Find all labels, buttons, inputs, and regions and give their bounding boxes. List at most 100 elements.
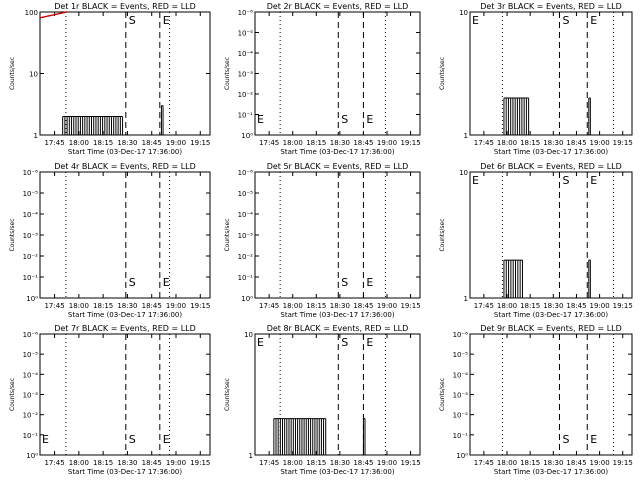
x-tick-label: 18:00 xyxy=(497,459,517,467)
x-axis-label: Start Time (03-Dec-17 17:36:00) xyxy=(68,468,182,476)
left-marker-label: E xyxy=(257,336,264,349)
marker-label-s: S xyxy=(341,336,348,349)
x-axis-label: Start Time (03-Dec-17 17:36:00) xyxy=(280,148,394,156)
marker-label-s: S xyxy=(562,174,569,187)
y-tick-label: 10⁻⁴ xyxy=(238,50,254,58)
y-tick-label: 10⁰ xyxy=(26,452,38,460)
y-tick-label: 10⁻⁴ xyxy=(23,211,39,219)
x-tick-label: 18:45 xyxy=(142,459,162,467)
plot-panel-9: Det 9r BLACK = Events, RED = LLD Counts/s… xyxy=(439,324,633,476)
x-tick-label: 19:15 xyxy=(400,139,420,147)
y-axis-label: Counts/sec xyxy=(9,378,16,411)
y-tick-label: 10⁻⁵ xyxy=(238,190,254,198)
y-tick-label: 100 xyxy=(25,9,38,17)
y-tick-label: 10⁻¹ xyxy=(238,274,254,282)
axes-frame xyxy=(39,171,211,299)
x-tick-label: 19:15 xyxy=(190,302,210,310)
axes-frame xyxy=(254,333,421,456)
x-tick-label: 18:45 xyxy=(353,139,373,147)
marker-label-e: E xyxy=(366,336,373,349)
marker-label-e: E xyxy=(590,174,597,187)
panel-title: Det 5r BLACK = Events, RED = LLD xyxy=(267,162,409,171)
x-tick-label: 17:45 xyxy=(259,302,279,310)
x-tick-label: 19:00 xyxy=(590,459,610,467)
x-tick-label: 18:45 xyxy=(142,302,162,310)
x-axis-label: Start Time (03-Dec-17 17:36:00) xyxy=(494,311,608,319)
x-tick-label: 19:15 xyxy=(190,139,210,147)
x-tick-label: 19:15 xyxy=(613,139,633,147)
y-tick-label: 10⁻² xyxy=(23,412,39,420)
x-tick-label: 19:00 xyxy=(377,459,397,467)
x-tick-label: 18:30 xyxy=(117,459,137,467)
x-axis-label: Start Time (03-Dec-17 17:36:00) xyxy=(68,311,182,319)
x-tick-label: 18:00 xyxy=(497,302,517,310)
x-tick-label: 18:15 xyxy=(520,302,540,310)
y-tick-label: 1 xyxy=(34,132,38,140)
series-events xyxy=(503,97,591,135)
marker-label-e: E xyxy=(163,433,170,446)
x-tick-label: 18:15 xyxy=(93,459,113,467)
y-tick-label: 10⁻⁴ xyxy=(23,371,39,379)
series-events xyxy=(503,259,591,298)
marker-label-e: E xyxy=(163,276,170,289)
x-tick-label: 18:00 xyxy=(497,139,517,147)
y-tick-label: 10⁻¹ xyxy=(238,112,254,120)
panel-title: Det 3r BLACK = Events, RED = LLD xyxy=(480,2,622,11)
x-tick-label: 18:00 xyxy=(283,459,303,467)
x-tick-label: 18:45 xyxy=(353,459,373,467)
y-tick-label: 10⁻⁶ xyxy=(238,169,254,177)
y-tick-label: 10⁰ xyxy=(456,452,468,460)
plot-panel-5: Det 5r BLACK = Events, RED = LLD Counts/s… xyxy=(224,162,421,319)
x-tick-label: 18:30 xyxy=(117,302,137,310)
y-tick-label: 10⁰ xyxy=(241,132,253,140)
y-axis-label: Counts/sec xyxy=(224,57,231,90)
x-tick-label: 19:15 xyxy=(613,459,633,467)
x-axis-label: Start Time (03-Dec-17 17:36:00) xyxy=(68,148,182,156)
panel-title: Det 9r BLACK = Events, RED = LLD xyxy=(480,324,622,333)
y-tick-label: 10⁻⁵ xyxy=(453,351,469,359)
x-tick-label: 18:15 xyxy=(93,302,113,310)
x-tick-label: 17:45 xyxy=(44,459,64,467)
marker-label-e: E xyxy=(163,14,170,27)
x-tick-label: 18:15 xyxy=(520,459,540,467)
panel-title: Det 1r BLACK = Events, RED = LLD xyxy=(54,2,196,11)
x-tick-label: 17:45 xyxy=(44,139,64,147)
x-tick-label: 18:30 xyxy=(330,459,350,467)
marker-label-s: S xyxy=(341,113,348,126)
x-tick-label: 17:45 xyxy=(474,139,494,147)
x-tick-label: 18:00 xyxy=(283,139,303,147)
left-marker-label: E xyxy=(472,174,479,187)
y-tick-label: 10⁻¹ xyxy=(23,432,39,440)
y-tick-label: 10⁻³ xyxy=(23,232,39,240)
panel-title: Det 4r BLACK = Events, RED = LLD xyxy=(54,162,196,171)
y-axis-label: Counts/sec xyxy=(439,378,446,411)
plot-panel-2: Det 2r BLACK = Events, RED = LLD Counts/s… xyxy=(224,2,421,156)
x-tick-label: 18:30 xyxy=(117,139,137,147)
marker-label-s: S xyxy=(129,276,136,289)
left-marker-label: E xyxy=(257,113,264,126)
y-tick-label: 10⁻⁵ xyxy=(23,190,39,198)
x-tick-label: 18:30 xyxy=(543,302,563,310)
y-tick-label: 1 xyxy=(464,132,468,140)
series-events xyxy=(273,418,366,455)
y-tick-label: 10⁻³ xyxy=(453,392,469,400)
x-tick-label: 18:45 xyxy=(566,139,586,147)
y-tick-label: 10⁻² xyxy=(238,253,254,261)
x-tick-label: 18:00 xyxy=(69,139,89,147)
lld-trace xyxy=(39,11,68,19)
axes-frame xyxy=(469,333,633,456)
x-tick-label: 19:15 xyxy=(400,459,420,467)
y-tick-label: 10⁻⁵ xyxy=(23,351,39,359)
x-tick-label: 19:00 xyxy=(166,459,186,467)
panel-title: Det 6r BLACK = Events, RED = LLD xyxy=(480,162,622,171)
panel-title: Det 8r BLACK = Events, RED = LLD xyxy=(267,324,409,333)
marker-label-s: S xyxy=(129,14,136,27)
x-tick-label: 18:45 xyxy=(566,302,586,310)
series-lld xyxy=(39,11,68,19)
x-tick-label: 18:30 xyxy=(543,459,563,467)
y-tick-label: 10 xyxy=(29,71,38,79)
y-tick-label: 10⁻⁴ xyxy=(238,211,254,219)
left-marker-label: E xyxy=(472,14,479,27)
y-tick-label: 10⁻⁶ xyxy=(453,331,469,339)
